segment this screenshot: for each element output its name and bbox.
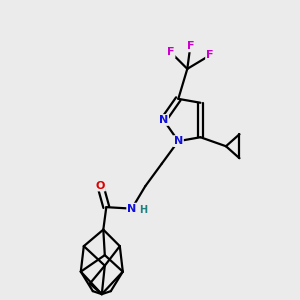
Text: N: N bbox=[159, 115, 168, 125]
Text: F: F bbox=[167, 47, 175, 57]
Text: N: N bbox=[127, 204, 136, 214]
Text: O: O bbox=[96, 181, 105, 190]
Text: N: N bbox=[174, 136, 183, 146]
Text: H: H bbox=[139, 205, 147, 215]
Text: F: F bbox=[187, 41, 194, 51]
Text: F: F bbox=[206, 50, 214, 60]
